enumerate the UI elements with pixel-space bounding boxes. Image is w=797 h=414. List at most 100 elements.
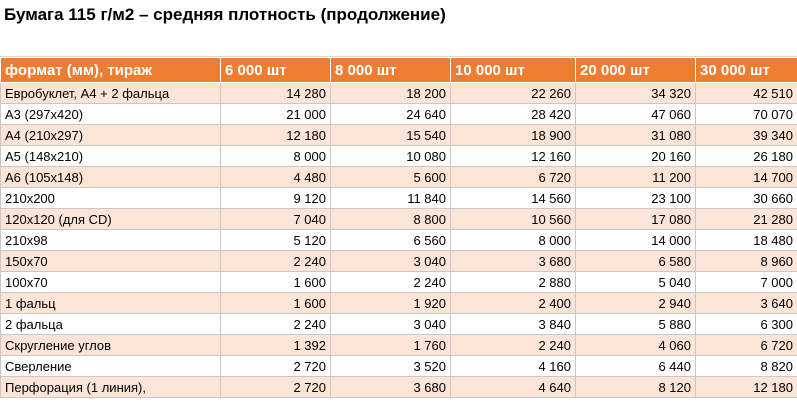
price-cell: 12 160	[450, 145, 576, 167]
price-cell: 8 820	[695, 355, 797, 377]
price-cell: 6 440	[575, 355, 696, 377]
price-cell: 24 640	[330, 103, 451, 125]
data-row: А5 (148х210) 8 000 10 080 12 160 20 160 26 18…	[0, 145, 797, 167]
data-row: Сверление 2 720 3 520 4 160 6 440 8 820	[0, 355, 797, 377]
format-cell: 100х70	[0, 271, 221, 293]
price-cell: 6 720	[450, 166, 576, 188]
format-cell: 1 фальц	[0, 292, 221, 314]
data-row: 120х120 (для CD) 7 040 8 800 10 560 17 080 21…	[0, 208, 797, 230]
price-cell: 3 040	[330, 250, 451, 272]
header-row: формат (мм), тираж 6 000 шт 8 000 шт 10 000…	[0, 57, 797, 83]
price-cell: 8 800	[330, 208, 451, 230]
price-cell: 22 260	[450, 82, 576, 104]
price-cell: 12 180	[220, 124, 331, 146]
price-cell: 2 940	[575, 292, 696, 314]
price-cell: 5 120	[220, 229, 331, 251]
price-cell: 1 392	[220, 334, 331, 356]
price-cell: 14 560	[450, 187, 576, 209]
data-row: 1 фальц 1 600 1 920 2 400 2 940 3 640	[0, 292, 797, 314]
data-row: А3 (297х420) 21 000 24 640 28 420 47 060 70 0…	[0, 103, 797, 125]
price-cell: 18 480	[695, 229, 797, 251]
price-cell: 2 720	[220, 355, 331, 377]
price-cell: 5 600	[330, 166, 451, 188]
price-cell: 10 080	[330, 145, 451, 167]
price-cell: 3 040	[330, 313, 451, 335]
price-cell: 1 760	[330, 334, 451, 356]
price-cell: 11 840	[330, 187, 451, 209]
price-cell: 14 000	[575, 229, 696, 251]
price-cell: 5 040	[575, 271, 696, 293]
price-cell: 2 240	[330, 271, 451, 293]
data-row: 210х98 5 120 6 560 8 000 14 000 18 480	[0, 229, 797, 251]
price-cell: 47 060	[575, 103, 696, 125]
price-cell: 26 180	[695, 145, 797, 167]
price-cell: 1 920	[330, 292, 451, 314]
price-cell: 8 960	[695, 250, 797, 272]
header-cell: 20 000 шт	[575, 57, 696, 83]
data-row: 2 фальца 2 240 3 040 3 840 5 880 6 300	[0, 313, 797, 335]
format-cell: 210х98	[0, 229, 221, 251]
price-cell: 34 320	[575, 82, 696, 104]
price-cell: 14 700	[695, 166, 797, 188]
format-cell: 210х200	[0, 187, 221, 209]
price-cell: 30 660	[695, 187, 797, 209]
price-cell: 5 880	[575, 313, 696, 335]
price-cell: 2 240	[220, 250, 331, 272]
data-row: 210х200 9 120 11 840 14 560 23 100 30 660	[0, 187, 797, 209]
price-cell: 28 420	[450, 103, 576, 125]
price-cell: 17 080	[575, 208, 696, 230]
price-cell: 15 540	[330, 124, 451, 146]
price-cell: 7 000	[695, 271, 797, 293]
price-cell: 8 000	[220, 145, 331, 167]
data-row: Скругление углов 1 392 1 760 2 240 4 060 6 72…	[0, 334, 797, 356]
format-cell: 2 фальца	[0, 313, 221, 335]
format-cell: Скругление углов	[0, 334, 221, 356]
price-cell: 4 060	[575, 334, 696, 356]
price-cell: 8 000	[450, 229, 576, 251]
format-cell: Сверление	[0, 355, 221, 377]
format-cell: Евробуклет, А4 + 2 фальца	[0, 82, 221, 104]
empty-row	[0, 30, 797, 57]
format-cell: А4 (210х297)	[0, 124, 221, 146]
price-cell: 10 560	[450, 208, 576, 230]
price-cell: 70 070	[695, 103, 797, 125]
price-cell: 6 560	[330, 229, 451, 251]
price-cell: 6 580	[575, 250, 696, 272]
price-cell: 2 720	[220, 376, 331, 398]
price-cell: 2 240	[220, 313, 331, 335]
price-cell: 42 510	[695, 82, 797, 104]
data-row: А6 (105х148) 4 480 5 600 6 720 11 200 14 700	[0, 166, 797, 188]
price-cell: 6 300	[695, 313, 797, 335]
format-cell: 120х120 (для CD)	[0, 208, 221, 230]
price-cell: 1 600	[220, 292, 331, 314]
price-cell: 1 600	[220, 271, 331, 293]
format-cell: Перфорация (1 линия),	[0, 376, 221, 398]
price-cell: 18 200	[330, 82, 451, 104]
price-cell: 31 080	[575, 124, 696, 146]
format-cell: 150х70	[0, 250, 221, 272]
price-table: формат (мм), тираж 6 000 шт 8 000 шт 10 000…	[0, 57, 797, 398]
price-cell: 8 120	[575, 376, 696, 398]
price-cell: 2 880	[450, 271, 576, 293]
price-cell: 12 180	[695, 376, 797, 398]
price-cell: 3 520	[330, 355, 451, 377]
data-row: А4 (210х297) 12 180 15 540 18 900 31 080 39 3…	[0, 124, 797, 146]
data-row: 150х70 2 240 3 040 3 680 6 580 8 960	[0, 250, 797, 272]
price-cell: 21 000	[220, 103, 331, 125]
price-cell: 4 160	[450, 355, 576, 377]
price-cell: 4 480	[220, 166, 331, 188]
price-cell: 14 280	[220, 82, 331, 104]
price-cell: 11 200	[575, 166, 696, 188]
header-cell: 30 000 шт	[695, 57, 797, 83]
header-cell: 10 000 шт	[450, 57, 576, 83]
price-cell: 3 640	[695, 292, 797, 314]
price-cell: 3 680	[450, 250, 576, 272]
price-cell: 6 720	[695, 334, 797, 356]
format-cell: А5 (148х210)	[0, 145, 221, 167]
price-cell: 20 160	[575, 145, 696, 167]
price-cell: 23 100	[575, 187, 696, 209]
data-row: 100х70 1 600 2 240 2 880 5 040 7 000	[0, 271, 797, 293]
price-cell: 7 040	[220, 208, 331, 230]
data-row: Евробуклет, А4 + 2 фальца 14 280 18 200 22 …	[0, 82, 797, 104]
